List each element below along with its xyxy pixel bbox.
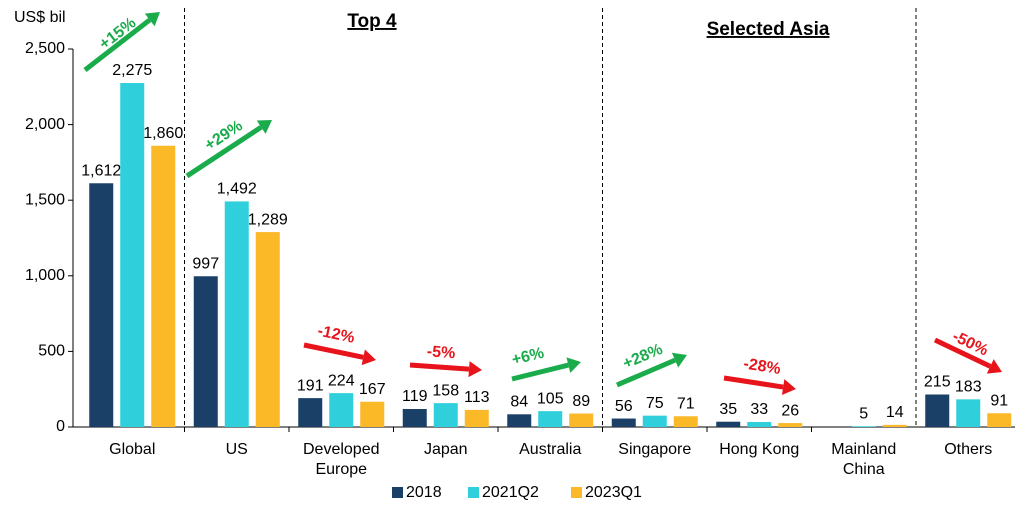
data-label: 119 bbox=[402, 388, 428, 405]
x-tick-label: Singapore bbox=[618, 441, 692, 458]
bar bbox=[193, 276, 218, 427]
bar bbox=[642, 415, 667, 427]
bar bbox=[538, 411, 563, 427]
bar bbox=[611, 418, 636, 427]
data-label: 71 bbox=[677, 395, 695, 412]
annotation: +6% bbox=[510, 345, 546, 369]
x-tick-label: Developed Europe bbox=[303, 441, 380, 478]
y-tick-label: 2,500 bbox=[25, 40, 65, 57]
x-tick-label: Australia bbox=[519, 441, 582, 458]
bar bbox=[987, 413, 1012, 427]
data-label: 75 bbox=[646, 395, 664, 412]
bar bbox=[298, 398, 323, 427]
data-label: 224 bbox=[328, 372, 355, 389]
bar bbox=[464, 409, 489, 427]
data-label: 89 bbox=[572, 393, 590, 410]
annotation-arrow bbox=[409, 362, 470, 372]
data-label: 33 bbox=[750, 401, 768, 418]
annotation-arrowhead bbox=[361, 349, 376, 366]
legend-swatch bbox=[571, 487, 582, 498]
bar bbox=[329, 393, 354, 427]
bar bbox=[151, 145, 176, 427]
data-label: 997 bbox=[192, 255, 219, 272]
y-tick-label: 2,000 bbox=[25, 116, 65, 133]
bar bbox=[956, 399, 981, 427]
y-tick-label: 500 bbox=[38, 343, 65, 360]
bar bbox=[507, 414, 532, 427]
annotation-arrow bbox=[83, 17, 152, 72]
x-tick-label: Others bbox=[944, 441, 993, 458]
annotation-arrow bbox=[933, 337, 992, 369]
data-label: 113 bbox=[464, 389, 490, 406]
data-label: 1,492 bbox=[217, 181, 257, 198]
annotation-arrowhead bbox=[986, 359, 1002, 374]
annotation-arrowhead bbox=[781, 379, 796, 395]
annotation-arrowhead bbox=[256, 120, 272, 134]
annotation-arrowhead bbox=[468, 361, 482, 378]
bar bbox=[360, 401, 385, 427]
annotation: -12% bbox=[316, 323, 356, 347]
y-tick-label: 0 bbox=[56, 418, 65, 435]
x-tick-label: Hong Kong bbox=[719, 441, 800, 458]
data-label: 215 bbox=[924, 374, 951, 391]
bar bbox=[433, 403, 458, 427]
annotation-arrow bbox=[723, 375, 784, 390]
data-label: 191 bbox=[297, 377, 324, 394]
bar bbox=[120, 83, 145, 428]
bar bbox=[255, 232, 280, 427]
annotation-arrow bbox=[185, 125, 263, 179]
bar bbox=[224, 201, 249, 427]
annotation-arrowhead bbox=[671, 352, 687, 368]
x-tick-label: Mainland China bbox=[831, 441, 897, 478]
bar bbox=[716, 421, 741, 427]
bar bbox=[673, 416, 698, 427]
bar bbox=[851, 426, 876, 427]
bar bbox=[778, 423, 803, 427]
annotation: -5% bbox=[426, 343, 456, 362]
legend-label: 2018 bbox=[406, 484, 442, 501]
data-label: 105 bbox=[537, 390, 564, 407]
data-label: 2,275 bbox=[112, 62, 152, 79]
annotation: +29% bbox=[202, 117, 246, 154]
y-tick-label: 1,000 bbox=[25, 267, 65, 284]
section-title: Top 4 bbox=[347, 11, 397, 32]
data-label: 1,612 bbox=[81, 162, 121, 179]
annotation-arrow bbox=[511, 362, 569, 382]
data-label: 5 bbox=[859, 405, 868, 422]
bar bbox=[89, 183, 114, 427]
legend-label: 2021Q2 bbox=[482, 484, 539, 501]
annotation-arrow bbox=[303, 342, 364, 360]
data-label: 183 bbox=[955, 379, 982, 396]
y-axis-label: US$ bil bbox=[14, 9, 66, 26]
data-label: 167 bbox=[359, 381, 386, 398]
x-tick-label: Japan bbox=[423, 441, 468, 458]
legend-swatch bbox=[392, 487, 403, 498]
x-tick-label: US bbox=[225, 441, 248, 458]
data-label: 1,860 bbox=[143, 125, 183, 142]
bar bbox=[882, 424, 907, 427]
legend-swatch bbox=[468, 487, 479, 498]
data-label: 84 bbox=[510, 394, 528, 411]
annotation-arrow bbox=[616, 357, 677, 388]
section-title: Selected Asia bbox=[707, 19, 830, 40]
annotation: -28% bbox=[742, 355, 782, 377]
legend-label: 2023Q1 bbox=[585, 484, 642, 501]
data-label: 56 bbox=[615, 398, 633, 415]
data-label: 26 bbox=[781, 402, 799, 419]
x-tick-label: Global bbox=[109, 441, 156, 458]
data-label: 158 bbox=[432, 382, 459, 399]
data-label: 35 bbox=[719, 401, 737, 418]
data-label: 91 bbox=[990, 392, 1008, 409]
annotation-arrowhead bbox=[566, 357, 581, 373]
bar bbox=[747, 422, 772, 427]
y-tick-label: 1,500 bbox=[25, 191, 65, 208]
bar bbox=[569, 413, 594, 427]
annotation-arrowhead bbox=[144, 12, 160, 27]
data-label: 14 bbox=[886, 404, 904, 421]
bar bbox=[402, 409, 427, 427]
data-label: 1,289 bbox=[248, 211, 288, 228]
bar bbox=[925, 394, 950, 427]
